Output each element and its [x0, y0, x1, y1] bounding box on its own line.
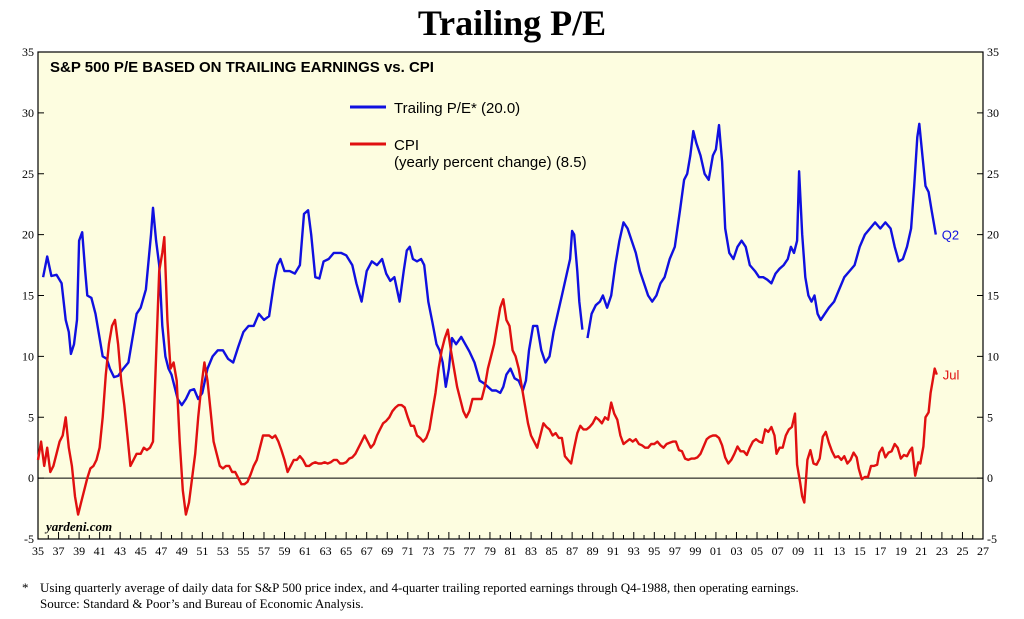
x-tick-label: 89 [587, 544, 599, 558]
x-tick-label: 23 [936, 544, 948, 558]
legend-label-pe: Trailing P/E* (20.0) [394, 100, 520, 117]
x-tick-label: 19 [895, 544, 907, 558]
y-tick-label-right: 0 [987, 471, 993, 485]
x-tick-label: 91 [607, 544, 619, 558]
x-tick-label: 39 [73, 544, 85, 558]
right-y-axis: -5 0 5 10 15 20 25 30 35 [977, 45, 999, 546]
y-tick-label-left: 0 [28, 471, 34, 485]
footnote-line-1: * Using quarterly average of daily data f… [22, 580, 799, 596]
y-tick-label-left: 35 [22, 45, 34, 59]
x-tick-label: 97 [669, 544, 681, 558]
x-tick-label: 37 [53, 544, 65, 558]
x-tick-label: 83 [525, 544, 537, 558]
footnote-text: Using quarterly average of daily data fo… [40, 580, 799, 595]
y-tick-label-left: 5 [28, 410, 34, 424]
x-tick-label: 11 [813, 544, 825, 558]
y-tick-label-right: -5 [987, 532, 997, 546]
x-tick-label: 85 [546, 544, 558, 558]
y-tick-label-left: 10 [22, 349, 34, 363]
footnote-marker: * [22, 580, 29, 595]
x-tick-label: 03 [730, 544, 742, 558]
x-tick-label: 75 [443, 544, 455, 558]
page-title: Trailing P/E [417, 3, 607, 43]
y-tick-label-right: 10 [987, 349, 999, 363]
x-tick-label: 07 [772, 544, 784, 558]
footnote-line-2: Source: Standard & Poor’s and Bureau of … [22, 596, 799, 612]
x-tick-label: 61 [299, 544, 311, 558]
x-tick-label: 87 [566, 544, 578, 558]
x-tick-label: 15 [854, 544, 866, 558]
x-tick-label: 93 [628, 544, 640, 558]
x-tick-label: 73 [422, 544, 434, 558]
legend-label-cpi: CPI [394, 137, 419, 154]
x-tick-label: 69 [381, 544, 393, 558]
chart-subtitle: S&P 500 P/E BASED ON TRAILING EARNINGS v… [50, 59, 434, 76]
x-tick-label: 41 [94, 544, 106, 558]
source-text: Source: Standard & Poor’s and Bureau of … [40, 596, 364, 611]
y-tick-label-left: 20 [22, 228, 34, 242]
y-tick-label-left: 25 [22, 167, 34, 181]
series-line-cpi [36, 235, 938, 516]
x-tick-label: 53 [217, 544, 229, 558]
x-tick-label: 71 [402, 544, 414, 558]
watermark: yardeni.com [44, 519, 112, 534]
x-tick-label: 35 [32, 544, 44, 558]
y-tick-label-right: 35 [987, 45, 999, 59]
x-tick-label: 49 [176, 544, 188, 558]
end-label-pe: Q2 [942, 228, 959, 243]
legend-label-cpi-detail: (yearly percent change) (8.5) [394, 154, 587, 171]
y-tick-label-left: 30 [22, 106, 34, 120]
series-layer: Q2 Jul [36, 122, 960, 516]
x-tick-label: 01 [710, 544, 722, 558]
x-tick-label: 45 [135, 544, 147, 558]
x-tick-label: 79 [484, 544, 496, 558]
y-tick-label-right: 5 [987, 410, 993, 424]
y-tick-label-left: -5 [24, 532, 34, 546]
left-y-axis: -5 0 5 10 15 20 25 30 35 [22, 45, 44, 546]
y-tick-label-right: 20 [987, 228, 999, 242]
x-tick-label: 77 [463, 544, 475, 558]
x-tick-label: 43 [114, 544, 126, 558]
x-tick-label: 47 [155, 544, 167, 558]
end-label-cpi: Jul [943, 368, 960, 383]
series-line-pe [586, 122, 937, 339]
x-tick-label: 95 [648, 544, 660, 558]
x-tick-label: 99 [689, 544, 701, 558]
x-tick-label: 13 [833, 544, 845, 558]
x-tick-label: 05 [751, 544, 763, 558]
x-tick-label: 51 [196, 544, 208, 558]
x-tick-label: 09 [792, 544, 804, 558]
y-tick-label-right: 25 [987, 167, 999, 181]
x-tick-label: 25 [956, 544, 968, 558]
x-tick-label: 57 [258, 544, 270, 558]
x-tick-label: 67 [361, 544, 373, 558]
x-tick-label: 27 [977, 544, 989, 558]
x-tick-label: 81 [505, 544, 517, 558]
y-tick-label-right: 30 [987, 106, 999, 120]
x-tick-label: 65 [340, 544, 352, 558]
x-tick-label: 63 [320, 544, 332, 558]
y-tick-label-left: 15 [22, 289, 34, 303]
x-tick-label: 21 [915, 544, 927, 558]
x-tick-label: 59 [279, 544, 291, 558]
x-tick-label: 17 [874, 544, 886, 558]
series-line-pe [41, 206, 584, 407]
x-tick-label: 55 [237, 544, 249, 558]
y-tick-label-right: 15 [987, 289, 999, 303]
footnote: * Using quarterly average of daily data f… [22, 580, 799, 612]
plot-area [37, 51, 984, 540]
x-axis: 35 37 39 41 43 45 47 49 51 53 55 57 59 61 63 65 67 69 71 73… [32, 532, 989, 558]
